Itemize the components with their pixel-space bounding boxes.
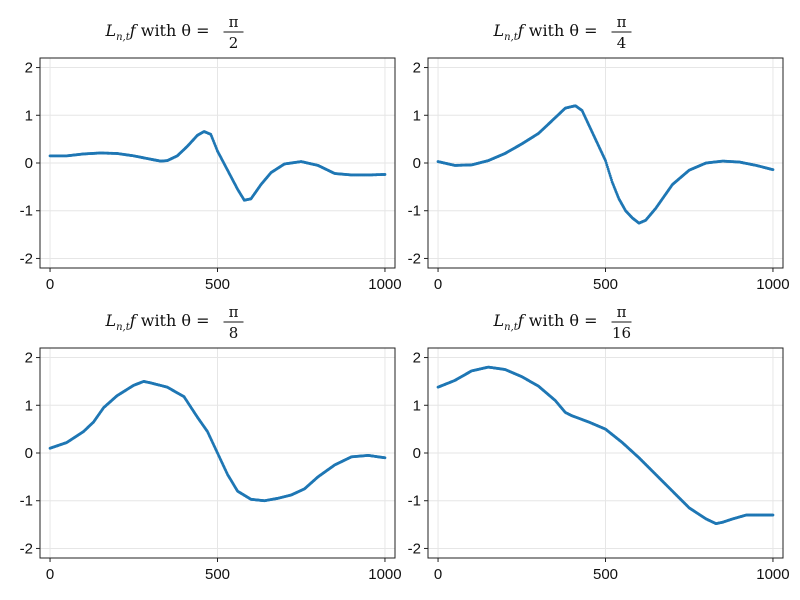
title-numerator: π [617, 13, 627, 31]
y-tick-label: -1 [408, 203, 421, 220]
data-point [604, 161, 608, 165]
title-numerator: π [229, 303, 239, 321]
y-tick-label: 0 [413, 155, 421, 172]
data-point [609, 176, 613, 180]
x-tick-label: 500 [205, 276, 230, 293]
title-denominator: 16 [612, 324, 631, 342]
panel-title: Ln,tf with θ = π 16 [492, 303, 632, 342]
y-tick-label: 2 [25, 60, 33, 77]
series-points [48, 130, 387, 202]
y-tick-label: 0 [25, 445, 33, 462]
y-tick-label: -1 [408, 493, 421, 510]
x-tick-label: 500 [593, 276, 618, 293]
panel-2: 0 500 1000 -2 -1 0 1 2 Ln,tf with θ = π 4 [408, 13, 790, 293]
x-tick-label: 0 [46, 276, 54, 293]
title-text: Ln,tf with θ = [492, 21, 597, 43]
y-tick-label: 1 [25, 107, 33, 124]
title-text: Ln,tf with θ = [492, 311, 597, 333]
series-points [48, 380, 387, 503]
y-tick-label: -2 [408, 540, 421, 557]
y-tick-label: 2 [25, 350, 33, 367]
x-tick-label: 1000 [756, 276, 789, 293]
panel-4: 0 500 1000 -2 -1 0 1 2 Ln,tf with θ = π 16 [408, 303, 790, 583]
title-numerator: π [617, 303, 627, 321]
panel-title: Ln,tf with θ = π 8 [104, 303, 244, 342]
data-point [610, 178, 613, 182]
title-denominator: 2 [229, 34, 239, 52]
y-tick-label: 1 [413, 107, 421, 124]
x-tick-label: 1000 [368, 566, 401, 583]
y-tick-label: -1 [20, 203, 33, 220]
x-tick-label: 1000 [368, 276, 401, 293]
x-tick-label: 1000 [756, 566, 789, 583]
data-point [771, 168, 775, 172]
data-point [383, 173, 387, 176]
data-point [608, 174, 612, 178]
panel-3: 0 500 1000 -2 -1 0 1 2 Ln,tf with θ = π 8 [20, 303, 402, 583]
x-tick-label: 0 [46, 566, 54, 583]
data-point [607, 169, 611, 173]
title-text: Ln,tf with θ = [104, 21, 209, 43]
data-point [608, 172, 611, 175]
series-points [436, 104, 775, 225]
series-points [436, 365, 775, 526]
panel-title: Ln,tf with θ = π 4 [492, 13, 632, 52]
data-point [771, 513, 775, 517]
data-point [606, 167, 610, 171]
y-tick-label: 2 [413, 350, 421, 367]
y-tick-label: 2 [413, 60, 421, 77]
y-tick-label: -2 [408, 250, 421, 267]
panel-title: Ln,tf with θ = π 2 [104, 13, 244, 52]
title-numerator: π [229, 13, 239, 31]
title-text: Ln,tf with θ = [104, 311, 209, 333]
data-point [604, 159, 607, 163]
y-tick-label: -2 [20, 250, 33, 267]
y-tick-label: -2 [20, 540, 33, 557]
data-point [383, 456, 387, 460]
x-tick-label: 0 [434, 276, 442, 293]
y-tick-label: 1 [413, 397, 421, 414]
title-denominator: 4 [617, 34, 627, 52]
x-tick-label: 500 [205, 566, 230, 583]
data-point [606, 165, 609, 169]
y-tick-label: 0 [25, 155, 33, 172]
x-tick-label: 500 [593, 566, 618, 583]
y-tick-label: -1 [20, 493, 33, 510]
y-tick-label: 1 [25, 397, 33, 414]
panel-1: 0 500 1000 -2 -1 0 1 2 Ln,tf with θ = π 2 [20, 13, 402, 293]
title-denominator: 8 [229, 324, 239, 342]
data-point [605, 163, 609, 167]
y-tick-label: 0 [413, 445, 421, 462]
x-tick-label: 0 [434, 566, 442, 583]
